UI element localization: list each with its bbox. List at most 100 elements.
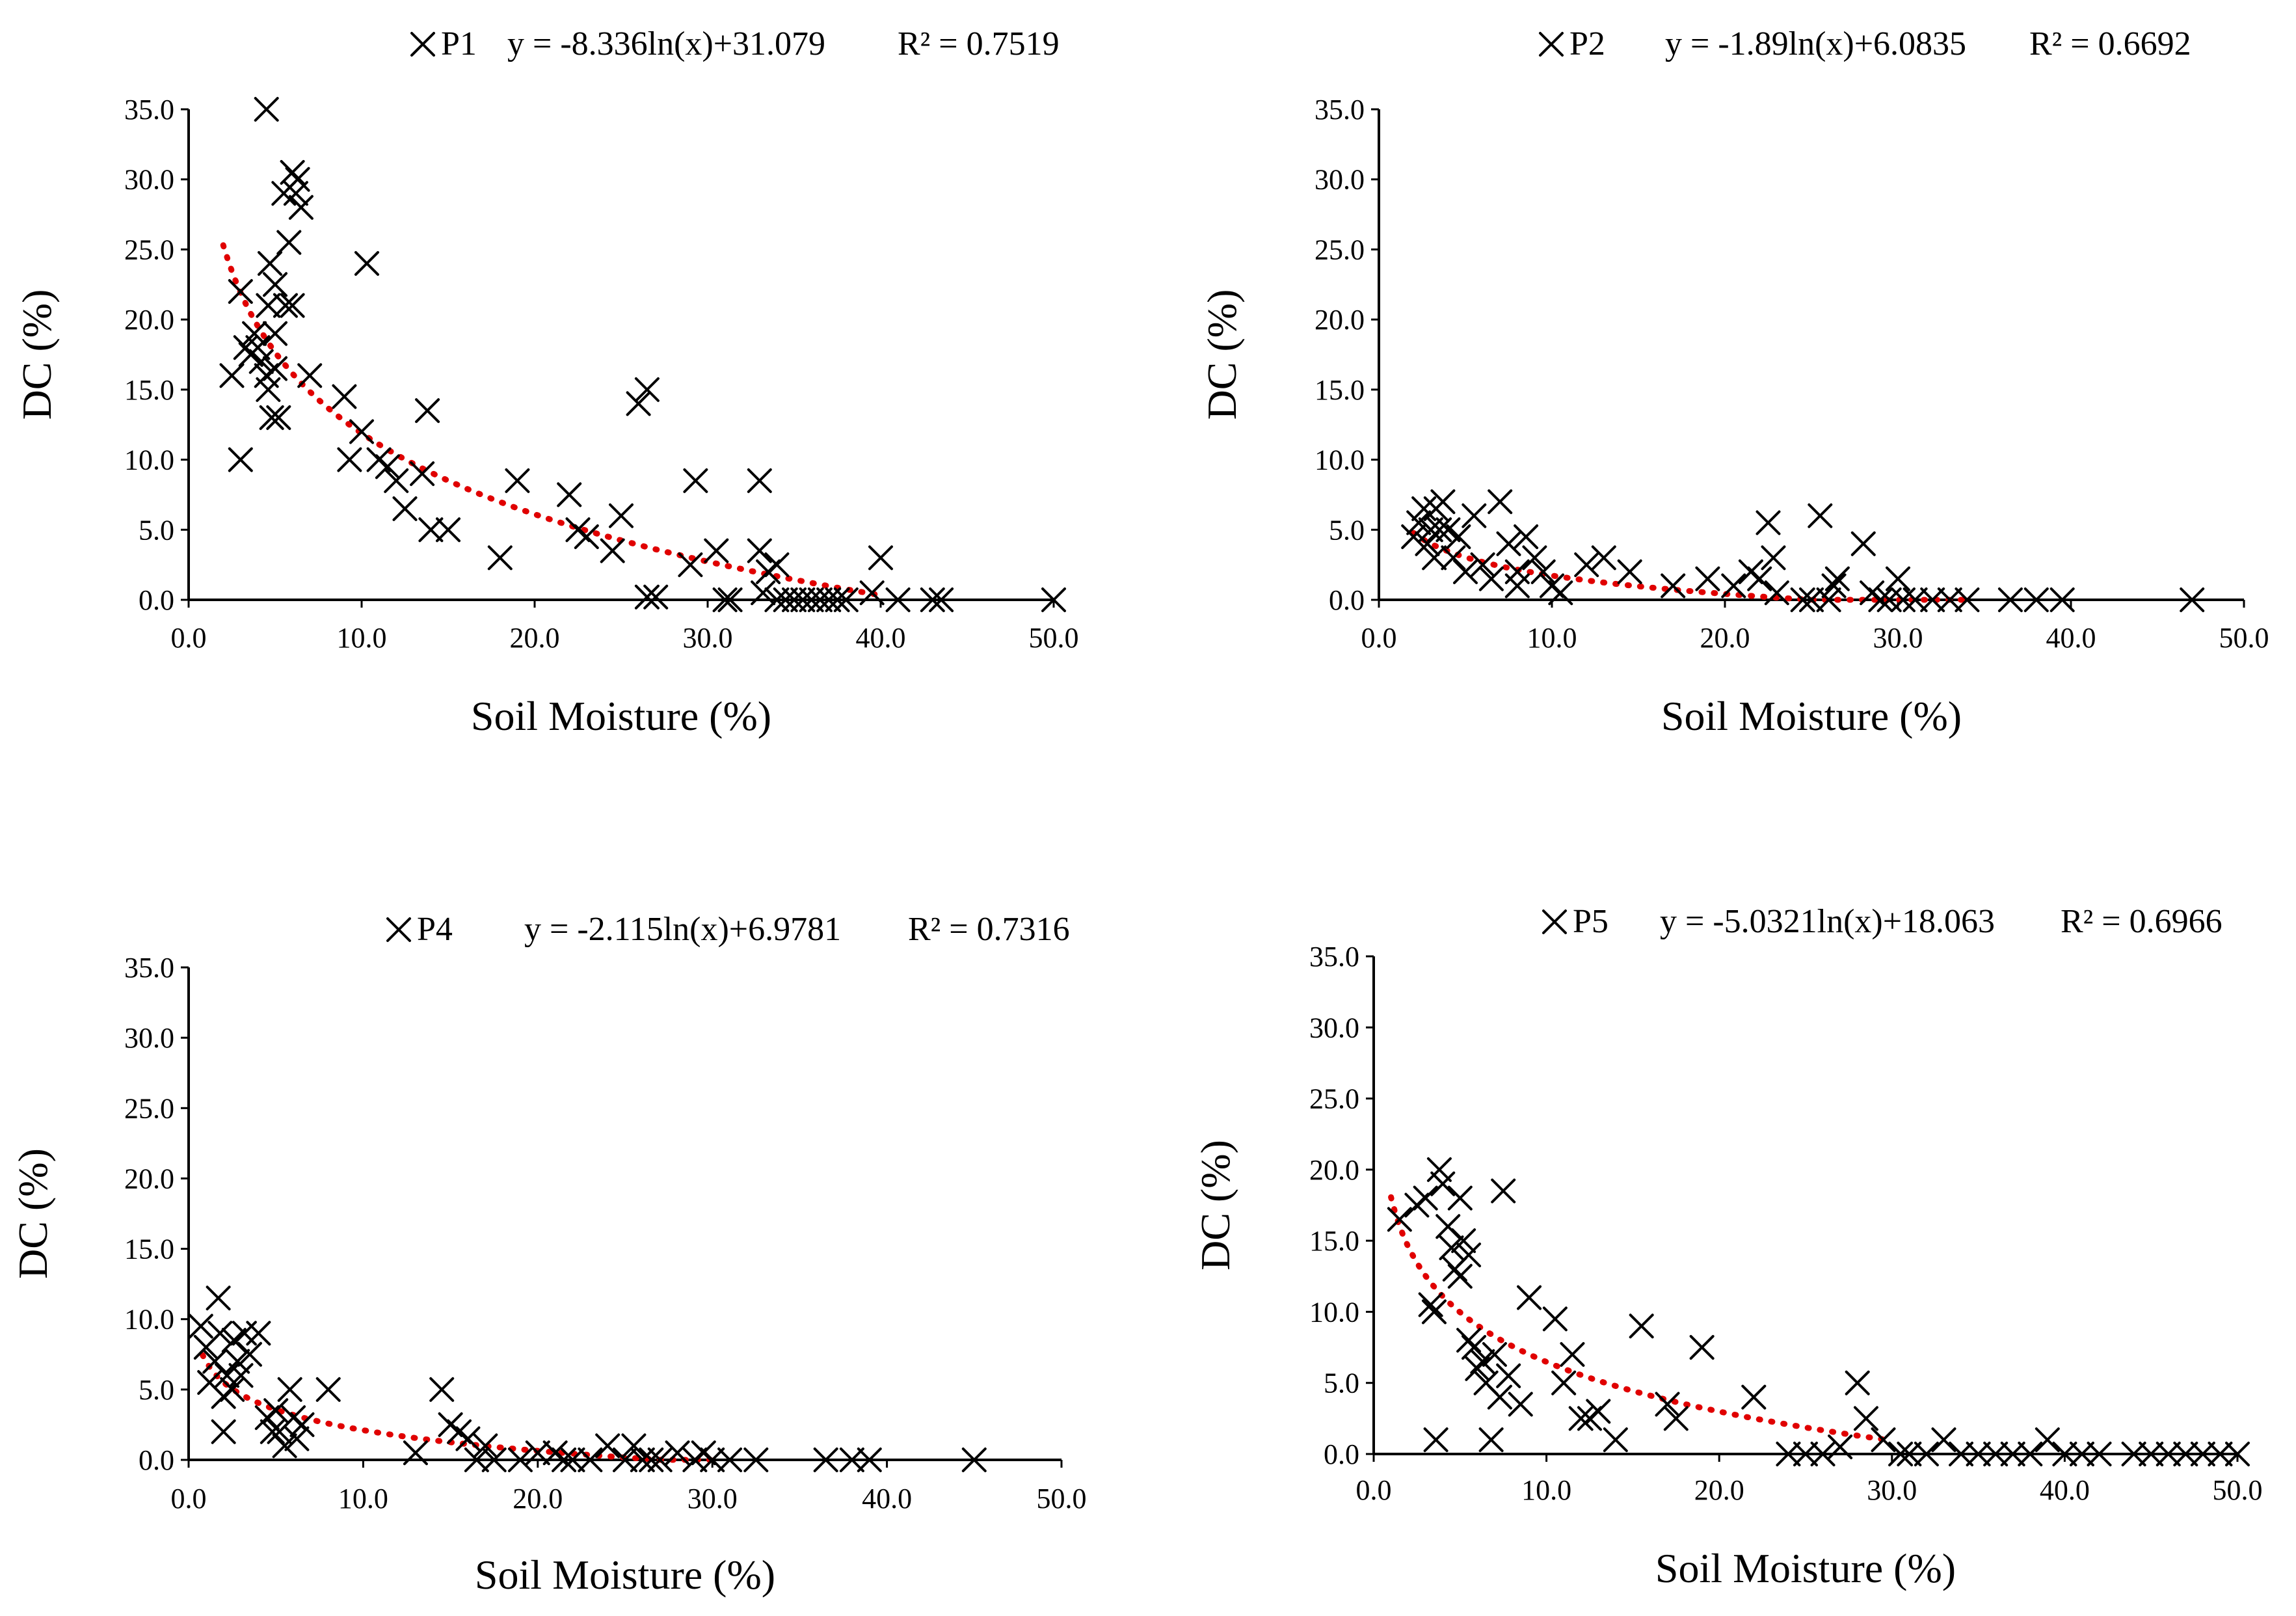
data-point <box>188 1313 213 1339</box>
y-tick-label: 5.0 <box>139 1374 174 1406</box>
data-point <box>1387 1207 1412 1232</box>
data-point <box>266 405 291 430</box>
trend-line <box>1410 530 1970 603</box>
data-point <box>284 1426 310 1451</box>
data-point <box>704 538 729 563</box>
data-point <box>2087 1442 2112 1466</box>
data-point <box>260 1419 285 1444</box>
data-point <box>1983 1442 2009 1466</box>
data-point <box>1462 503 1487 528</box>
y-axis-title: DC (%) <box>1192 1140 1238 1271</box>
data-point <box>574 524 599 550</box>
x-tick-label: 10.0 <box>338 1483 388 1515</box>
data-point <box>473 1433 498 1459</box>
y-tick-label: 10.0 <box>124 444 174 476</box>
y-tick-label: 20.0 <box>124 304 174 336</box>
y-tick-label: 15.0 <box>124 1233 174 1265</box>
data-point <box>743 1448 769 1472</box>
data-point <box>487 545 513 571</box>
x-tick-label: 40.0 <box>2040 1474 2090 1506</box>
data-point <box>560 1448 585 1472</box>
data-point <box>751 580 776 606</box>
y-tick-label: 20.0 <box>1315 304 1365 336</box>
x-tick-label: 0.0 <box>1361 622 1397 654</box>
data-point <box>375 454 400 479</box>
data-point <box>207 1321 233 1346</box>
x-tick-label: 0.0 <box>171 622 207 654</box>
y-tick-label: 5.0 <box>1329 514 1365 546</box>
data-point <box>1482 1342 1507 1367</box>
data-point <box>1491 1178 1516 1204</box>
x-tick-label: 50.0 <box>2219 622 2269 654</box>
data-point <box>1591 545 1616 571</box>
data-point <box>712 587 738 612</box>
trend-equation: y = -5.0321ln(x)+18.063 <box>1660 903 1995 940</box>
data-point <box>1487 1384 1512 1410</box>
data-point <box>263 272 287 297</box>
data-point <box>1451 1228 1476 1254</box>
x-tick-label: 50.0 <box>1029 622 1079 654</box>
data-point <box>464 1448 489 1472</box>
data-point <box>717 1448 743 1472</box>
data-point <box>276 230 302 255</box>
data-point <box>1446 524 1471 550</box>
y-tick-label: 30.0 <box>1315 164 1365 196</box>
data-point <box>1914 1442 1939 1466</box>
data-point <box>1415 531 1440 556</box>
y-tick-label: 15.0 <box>1315 374 1365 406</box>
x-tick-label: 10.0 <box>1521 1474 1571 1506</box>
data-point <box>415 398 440 424</box>
legend-series-name: P5 <box>1573 903 1609 940</box>
data-point <box>868 545 893 571</box>
data-point <box>1517 1285 1542 1310</box>
data-point <box>2208 1442 2233 1466</box>
data-point <box>885 587 911 612</box>
data-point <box>1853 1406 1878 1431</box>
panel-p4: 0.0 5.0 10.0 15.0 20.0 25.0 30.0 35.0 0.0 10.0 20.… <box>10 911 1087 1598</box>
data-point <box>1413 1185 1438 1211</box>
data-point <box>1695 566 1720 591</box>
y-tick-label: 10.0 <box>1315 444 1365 476</box>
data-point <box>1542 1306 1568 1332</box>
data-point <box>507 1448 533 1472</box>
data-point <box>1530 559 1556 584</box>
data-point <box>782 587 807 612</box>
data-point <box>1617 559 1642 584</box>
data-point <box>678 552 703 578</box>
panel-p2: 0.0 5.0 10.0 15.0 20.0 25.0 30.0 35.0 0.0 10.0 20.… <box>1199 25 2269 739</box>
data-point <box>557 482 582 507</box>
x-tick-label: 30.0 <box>687 1483 738 1515</box>
data-point <box>1799 587 1824 612</box>
r-squared: R² = 0.6966 <box>2061 903 2223 940</box>
data-point <box>1776 1442 1801 1466</box>
data-point <box>1551 1370 1577 1395</box>
data-point <box>1465 1356 1490 1381</box>
data-point <box>254 97 279 122</box>
y-tick-label: 0.0 <box>1324 1438 1359 1470</box>
data-point <box>289 1412 315 1437</box>
data-point <box>280 293 305 318</box>
trend-equation: y = -2.115ln(x)+6.9781 <box>524 911 841 948</box>
data-point <box>2180 587 2205 612</box>
data-point <box>228 447 253 472</box>
data-point <box>1949 1442 1974 1466</box>
data-point <box>2225 1442 2250 1466</box>
data-point <box>1456 1328 1482 1353</box>
data-point <box>1790 587 1815 612</box>
data-point <box>418 517 444 543</box>
data-point <box>717 587 743 612</box>
panel-p5: 0.0 5.0 10.0 15.0 20.0 25.0 30.0 35.0 0.0 10.0 20.… <box>1192 903 2263 1591</box>
data-point <box>384 468 409 493</box>
data-point <box>1508 1392 1533 1417</box>
data-point <box>246 1321 271 1346</box>
data-point <box>1755 510 1781 535</box>
data-point <box>1741 1384 1767 1410</box>
data-point <box>248 349 274 374</box>
data-point <box>2000 1442 2025 1466</box>
data-point <box>1478 1427 1504 1453</box>
data-point <box>1888 1442 1914 1466</box>
x-tick-label: 30.0 <box>1873 622 1923 654</box>
data-point <box>2035 1427 2060 1453</box>
data-point <box>242 321 267 346</box>
data-point <box>961 1448 987 1472</box>
